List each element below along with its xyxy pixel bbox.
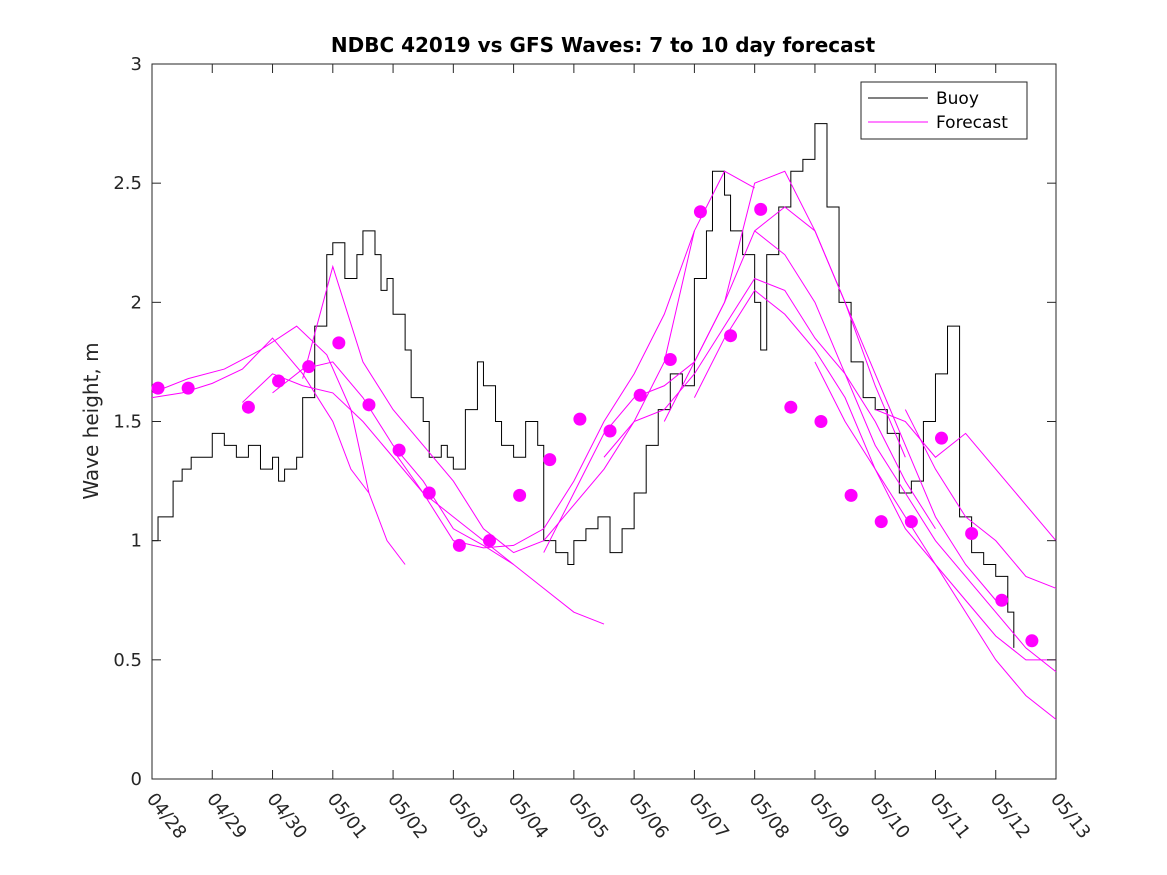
forecast-point xyxy=(392,443,406,457)
forecast-line-9 xyxy=(663,206,997,601)
forecast-point xyxy=(633,388,647,402)
y-axis: 0 0.5 1 1.5 2 2.5 3 xyxy=(113,54,1056,790)
forecast-point xyxy=(272,374,286,388)
y-tick-label: 2 xyxy=(131,292,142,313)
forecast-point xyxy=(784,400,798,414)
forecast-point xyxy=(241,400,255,414)
forecast-point-series xyxy=(151,202,1039,648)
y-axis-label: Wave height, m xyxy=(79,342,103,499)
forecast-line-5 xyxy=(302,230,695,554)
forecast-point xyxy=(573,412,587,426)
forecast-point xyxy=(904,515,918,529)
forecast-point xyxy=(1025,634,1039,648)
y-tick-label: 0 xyxy=(131,769,142,790)
forecast-line-4 xyxy=(272,361,605,625)
forecast-point xyxy=(814,415,828,428)
forecast-line-3 xyxy=(242,373,514,565)
forecast-point xyxy=(724,329,738,343)
forecast-point xyxy=(844,488,858,502)
forecast-point xyxy=(422,486,436,500)
plot-area xyxy=(151,63,1057,780)
forecast-point xyxy=(513,488,527,502)
forecast-line-8 xyxy=(603,277,936,530)
legend-buoy-label: Buoy xyxy=(936,89,979,109)
forecast-point xyxy=(151,381,165,395)
forecast-point xyxy=(965,527,979,541)
forecast-point xyxy=(693,205,707,219)
buoy-series xyxy=(152,123,1015,648)
forecast-point xyxy=(754,202,768,216)
forecast-point xyxy=(543,453,557,467)
y-tick-label: 2.5 xyxy=(113,173,142,194)
forecast-line-13 xyxy=(875,409,1057,541)
forecast-line-14 xyxy=(904,409,1057,589)
legend-box xyxy=(860,81,1028,140)
buoy-line xyxy=(152,123,1015,648)
chart-title: NDBC 42019 vs GFS Waves: 7 to 10 day for… xyxy=(331,33,876,57)
legend: Buoy Forecast xyxy=(860,81,1028,140)
forecast-point xyxy=(362,398,376,412)
forecast-point xyxy=(482,534,496,548)
forecast-line-6 xyxy=(392,170,755,549)
y-tick-label: 1.5 xyxy=(113,412,142,433)
forecast-point xyxy=(934,431,948,445)
forecast-point xyxy=(874,515,888,529)
forecast-line-12 xyxy=(814,361,1057,720)
forecast-point xyxy=(995,593,1009,607)
y-tick-label: 0.5 xyxy=(113,650,142,671)
forecast-point xyxy=(181,381,195,395)
forecast-point xyxy=(452,538,466,552)
forecast-point xyxy=(332,336,346,350)
forecast-line-series xyxy=(151,170,1057,720)
forecast-line-2 xyxy=(151,325,406,565)
forecast-point xyxy=(603,424,617,438)
forecast-point xyxy=(663,353,677,367)
y-tick-label: 1 xyxy=(131,531,142,552)
forecast-line-11 xyxy=(754,230,1057,673)
forecast-point xyxy=(302,360,316,374)
legend-forecast-label: Forecast xyxy=(936,113,1008,133)
y-tick-label: 3 xyxy=(131,54,142,75)
